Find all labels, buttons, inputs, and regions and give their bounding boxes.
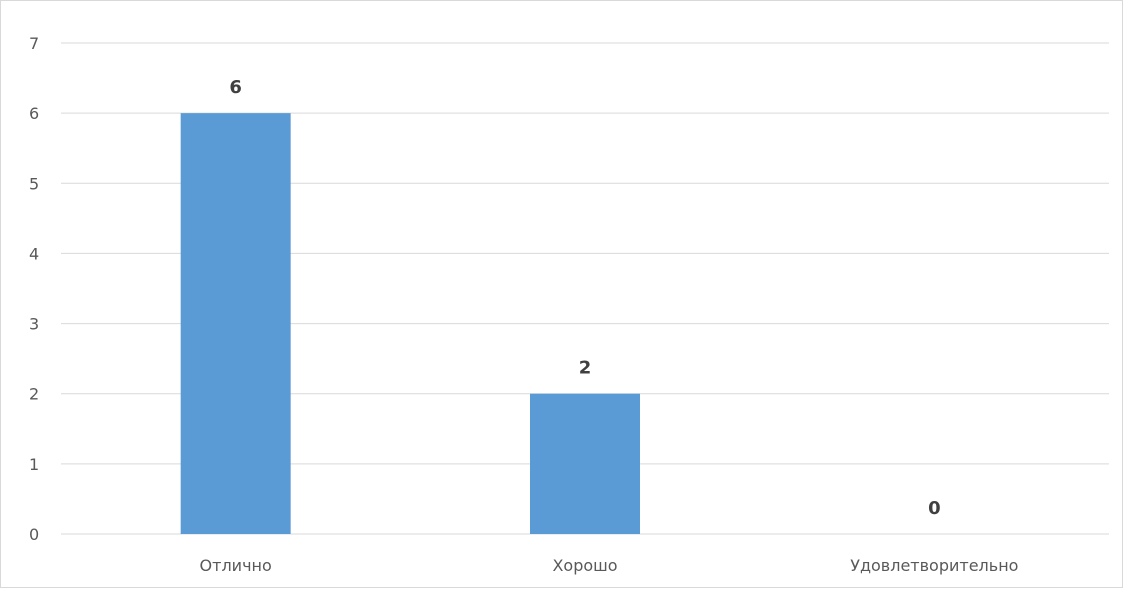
data-label: 2 [579, 358, 592, 379]
y-tick-label: 4 [29, 244, 39, 263]
y-tick-label: 1 [29, 455, 39, 474]
data-label: 0 [928, 498, 941, 519]
data-labels: 6 2 0 [229, 77, 940, 519]
y-tick-label: 5 [29, 174, 39, 193]
x-axis-categories: Отлично Хорошо Удовлетворительно [200, 556, 1019, 575]
y-axis-ticks: 0 1 2 3 4 5 6 7 [29, 34, 39, 544]
x-category-label: Хорошо [552, 556, 617, 575]
y-tick-label: 0 [29, 525, 39, 544]
bar [180, 113, 291, 535]
y-tick-label: 7 [29, 34, 39, 53]
y-tick-label: 3 [29, 315, 39, 334]
bar [530, 393, 640, 534]
y-tick-label: 6 [29, 104, 39, 123]
x-category-label: Отлично [200, 556, 272, 575]
y-tick-label: 2 [29, 385, 39, 404]
data-label: 6 [229, 77, 242, 98]
x-category-label: Удовлетворительно [850, 556, 1018, 575]
bars [180, 113, 640, 535]
